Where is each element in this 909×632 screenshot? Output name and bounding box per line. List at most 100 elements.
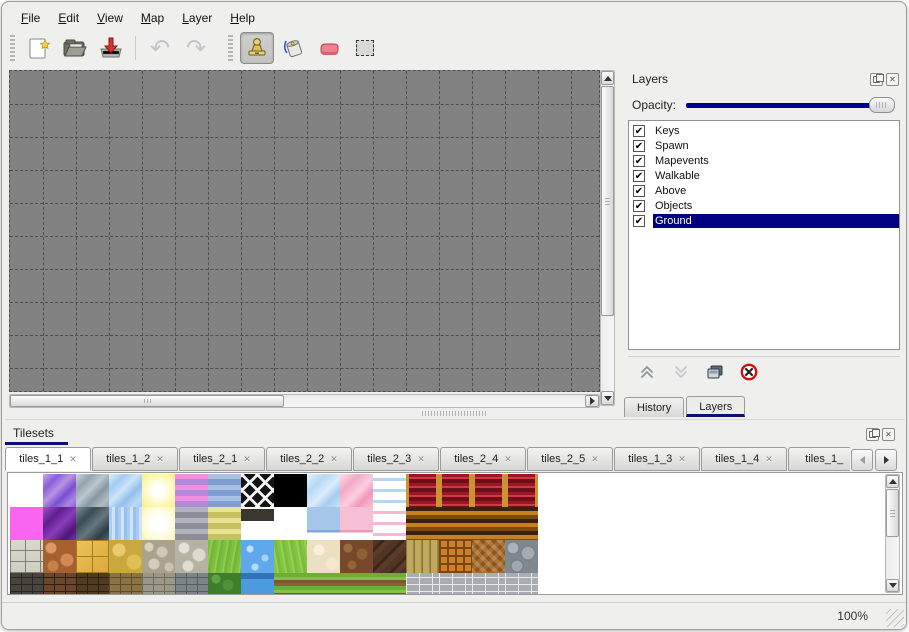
layer-row-walkable[interactable]: ✔ Walkable (629, 168, 899, 183)
tile-water-edge[interactable] (241, 573, 274, 594)
toolbar-drag-handle[interactable] (228, 35, 233, 61)
tile-stone-blocks[interactable] (10, 540, 43, 573)
layer-visibility-checkbox[interactable]: ✔ (633, 139, 645, 152)
layer-row-mapevents[interactable]: ✔ Mapevents (629, 153, 899, 168)
palette-vscroll-thumb[interactable] (886, 489, 899, 537)
tileset-tab-tiles_2_3[interactable]: tiles_2_3 ✕ (353, 447, 439, 471)
redo-button[interactable]: ↷ (179, 32, 213, 64)
tile-stripes-gray[interactable] (175, 507, 208, 540)
tile-grass-dirt-rows[interactable] (373, 573, 406, 594)
tileset-tab-tiles_2_1[interactable]: tiles_2_1 ✕ (179, 447, 265, 471)
tile-brick-gray[interactable] (175, 573, 208, 594)
tile-wood-dark[interactable] (373, 540, 406, 573)
menu-item-view[interactable]: View (97, 11, 123, 25)
tile-sand-cream[interactable] (307, 540, 340, 573)
save-file-button[interactable] (94, 32, 128, 64)
tile-brick-darkbrown[interactable] (76, 573, 109, 594)
tile-stripes-pink[interactable] (175, 474, 208, 507)
tile-grass[interactable] (208, 540, 241, 573)
tile-stone-graywall[interactable] (142, 573, 175, 594)
tile-curtain-red[interactable] (439, 474, 472, 507)
tile-pebbles-gray[interactable] (142, 540, 175, 573)
new-file-button[interactable] (22, 32, 56, 64)
tab-close-icon[interactable]: ✕ (330, 453, 338, 464)
menu-item-layer[interactable]: Layer (182, 11, 213, 25)
menu-item-help[interactable]: Help (230, 11, 255, 25)
map-canvas[interactable] (9, 70, 600, 392)
tab-close-icon[interactable]: ✕ (156, 453, 164, 464)
tile-basket-weave[interactable] (439, 540, 472, 573)
tile-curtain-red[interactable] (505, 474, 538, 507)
palette-vscrollbar[interactable] (885, 474, 900, 593)
tab-close-icon[interactable]: ✕ (504, 453, 512, 464)
menu-item-edit[interactable]: Edit (58, 11, 80, 25)
opacity-slider-handle[interactable] (869, 97, 895, 113)
tab-close-icon[interactable]: ✕ (849, 454, 850, 465)
tile-curtain-red[interactable] (406, 474, 439, 507)
layer-visibility-checkbox[interactable]: ✔ (633, 184, 645, 197)
delete-layer-button[interactable] (738, 362, 760, 382)
tileset-tab-tiles_1_[interactable]: tiles_1_ ✕ (788, 447, 850, 471)
tile-stonewall-light[interactable] (472, 573, 505, 594)
tile-black[interactable] (274, 474, 307, 507)
tile-stonewall-light[interactable] (439, 573, 472, 594)
tile-glow-pale[interactable] (142, 507, 175, 540)
tile-grass[interactable] (274, 540, 307, 573)
tile-herringbone-wood[interactable] (472, 540, 505, 573)
tile-stripes-brown[interactable] (505, 507, 538, 540)
rect-select-tool-button[interactable] (348, 32, 382, 64)
layer-visibility-checkbox[interactable]: ✔ (633, 169, 645, 182)
tile-blank-white[interactable] (10, 474, 43, 507)
hscroll-thumb[interactable] (10, 395, 284, 407)
tile-stonewall-light[interactable] (505, 573, 538, 594)
tileset-tab-tiles_1_2[interactable]: tiles_1_2 ✕ (92, 447, 178, 471)
layer-row-above[interactable]: ✔ Above (629, 183, 899, 198)
layer-row-keys[interactable]: ✔ Keys (629, 123, 899, 138)
scroll-down-button[interactable] (886, 579, 899, 592)
tile-stones-light[interactable] (175, 540, 208, 573)
tileset-tab-tiles_2_4[interactable]: tiles_2_4 ✕ (440, 447, 526, 471)
tile-hedge-green[interactable] (208, 573, 241, 594)
tab-scroll-right-button[interactable] (875, 449, 897, 471)
layer-visibility-checkbox[interactable]: ✔ (633, 199, 645, 212)
stamp-tool-button[interactable] (240, 32, 274, 64)
scroll-up-button[interactable] (886, 475, 899, 488)
scroll-down-button[interactable] (601, 391, 614, 405)
tile-brick-brown[interactable] (43, 573, 76, 594)
tileset-tab-tiles_2_5[interactable]: tiles_2_5 ✕ (527, 447, 613, 471)
toolbar-drag-handle[interactable] (10, 35, 15, 61)
tile-water[interactable] (241, 540, 274, 573)
tile-crystal-darkpurple[interactable] (43, 507, 76, 540)
tileset-tab-tiles_1_3[interactable]: tiles_1_3 ✕ (614, 447, 700, 471)
tileset-tab-tiles_1_4[interactable]: tiles_1_4 ✕ (701, 447, 787, 471)
duplicate-layer-button[interactable] (704, 362, 726, 382)
tile-dirt-pebbles[interactable] (340, 540, 373, 573)
tile-wave-blue[interactable] (373, 474, 406, 507)
menu-item-file[interactable]: File (21, 11, 41, 25)
tile-stripes-brown[interactable] (406, 507, 439, 540)
tile-blank-white[interactable] (274, 507, 307, 540)
tile-lattice-dark[interactable] (241, 474, 274, 507)
tile-grass-dirt-rows[interactable] (340, 573, 373, 594)
dock-tab-layers[interactable]: Layers (686, 396, 746, 417)
tile-crystal-darkgray[interactable] (76, 507, 109, 540)
tile-streaks-blue[interactable] (109, 507, 142, 540)
close-panel-button[interactable]: ✕ (886, 72, 899, 86)
menu-item-map[interactable]: Map (140, 11, 165, 25)
scroll-up-button[interactable] (601, 71, 614, 85)
tile-stone-rounds[interactable] (505, 540, 538, 573)
tile-crystal-lightblue[interactable] (109, 474, 142, 507)
layer-row-ground[interactable]: ✔ Ground (629, 213, 899, 228)
layer-row-spawn[interactable]: ✔ Spawn (629, 138, 899, 153)
float-panel-button[interactable] (870, 72, 884, 86)
tileset-tab-tiles_1_1[interactable]: tiles_1_1 ✕ (5, 447, 91, 471)
dock-tab-history[interactable]: History (624, 397, 685, 417)
tileset-tab-tiles_2_2[interactable]: tiles_2_2 ✕ (266, 447, 352, 471)
fill-tool-button[interactable] (276, 32, 310, 64)
vscroll-thumb[interactable] (601, 86, 614, 316)
tile-flat-pink[interactable] (340, 507, 373, 540)
tile-gold-tiles[interactable] (76, 540, 109, 573)
tile-curtain-red[interactable] (472, 474, 505, 507)
canvas-hscrollbar[interactable] (9, 394, 600, 408)
tile-plaque-dark[interactable] (241, 507, 274, 540)
